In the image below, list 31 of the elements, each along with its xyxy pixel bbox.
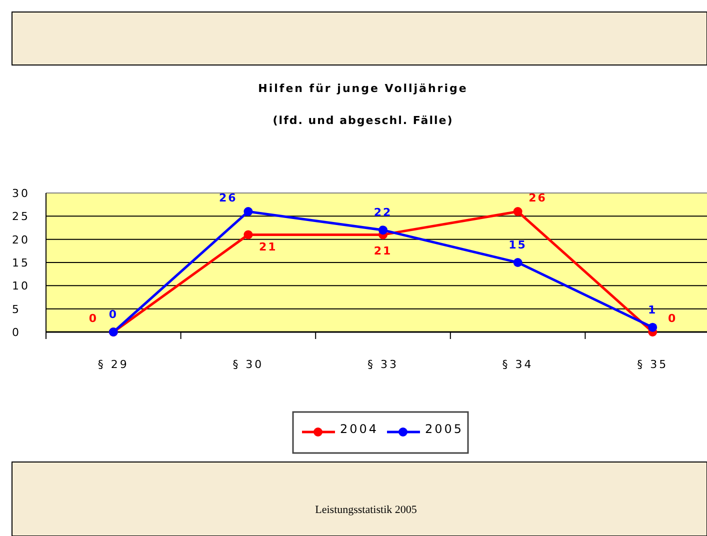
legend-label: 2005 bbox=[425, 422, 464, 436]
point bbox=[378, 226, 388, 235]
data-label: 0 bbox=[88, 312, 98, 325]
point bbox=[513, 258, 522, 267]
data-label: 15 bbox=[508, 238, 527, 252]
y-tick-label: 15 bbox=[12, 256, 30, 270]
y-tick-label: 25 bbox=[12, 210, 30, 224]
x-tick-label: § 29 bbox=[98, 358, 129, 371]
y-tick-label: 5 bbox=[12, 302, 21, 316]
x-tick-label: § 34 bbox=[502, 358, 534, 371]
data-label: 26 bbox=[528, 192, 547, 205]
y-tick-label: 10 bbox=[12, 280, 30, 293]
data-label: 21 bbox=[259, 240, 278, 254]
y-tick-label: 20 bbox=[12, 233, 30, 246]
x-tick-label: § 30 bbox=[232, 358, 264, 371]
data-label: 0 bbox=[668, 312, 678, 325]
data-label: 0 bbox=[108, 308, 118, 321]
chart-title: Hilfen für junge Volljährige bbox=[258, 82, 468, 95]
point bbox=[244, 230, 253, 240]
legend-label: 2004 bbox=[340, 422, 379, 436]
x-tick-label: § 35 bbox=[637, 358, 668, 371]
y-tick-label: 30 bbox=[12, 187, 30, 200]
data-label: 21 bbox=[374, 244, 392, 258]
y-tick-label: 0 bbox=[12, 326, 21, 339]
point bbox=[513, 207, 522, 216]
chart-subtitle: (lfd. und abgeschl. Fälle) bbox=[272, 114, 454, 127]
point bbox=[648, 322, 658, 332]
x-tick-label: § 33 bbox=[368, 358, 398, 371]
text: Leistungsstatistik 2005 bbox=[315, 504, 418, 516]
data-label: 26 bbox=[219, 192, 238, 205]
point bbox=[244, 207, 253, 216]
